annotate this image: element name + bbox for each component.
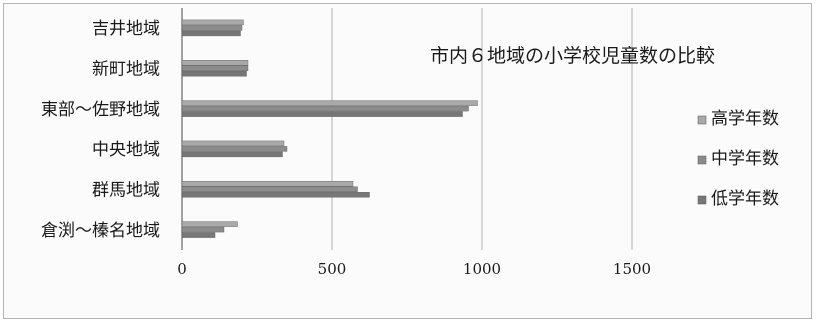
category-label: 新町地域	[92, 60, 160, 80]
bar	[181, 60, 249, 66]
category-label: 中央地域	[92, 140, 160, 160]
bar	[181, 19, 244, 26]
x-tick-label: 0	[177, 260, 187, 278]
bar	[181, 25, 243, 31]
x-tick-label: 1500	[613, 260, 651, 278]
legend-swatch	[697, 155, 707, 165]
x-axis-ticks: 0 500 1000 1500	[177, 260, 651, 278]
chart-title: 市内６地域の小学校児童数の比較	[430, 45, 715, 67]
bar	[181, 65, 249, 71]
bar	[181, 226, 225, 233]
bar	[181, 192, 370, 198]
legend-label: 高学年数	[711, 109, 779, 129]
bar	[181, 181, 354, 187]
category-label: 東部～佐野地域	[41, 100, 160, 120]
bar	[181, 30, 241, 37]
legend-label: 中学年数	[711, 149, 779, 169]
chart-frame	[3, 3, 812, 319]
x-tick-label: 500	[318, 260, 347, 278]
gridlines	[181, 8, 633, 250]
bar	[181, 111, 463, 117]
x-tick-label: 1000	[463, 260, 501, 278]
bar	[181, 232, 216, 238]
legend-label: 低学年数	[711, 189, 779, 209]
bar	[181, 146, 288, 152]
bar-series	[181, 19, 478, 238]
bar	[181, 186, 358, 192]
bar	[181, 221, 238, 227]
bar	[181, 100, 478, 106]
bar	[181, 71, 247, 77]
category-label: 吉井地域	[92, 19, 160, 39]
legend-swatch	[697, 115, 707, 125]
category-label: 群馬地域	[92, 181, 160, 201]
bar	[181, 105, 469, 112]
bar	[181, 151, 283, 158]
legend-swatch	[697, 195, 707, 205]
category-label: 倉渕～榛名地域	[41, 221, 160, 241]
bar	[181, 140, 285, 147]
